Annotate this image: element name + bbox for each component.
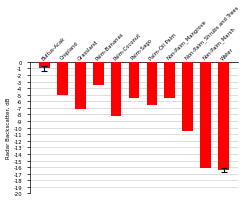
Y-axis label: Radar Backscatter, dB: Radar Backscatter, dB [5, 98, 10, 159]
Bar [218, 63, 229, 170]
Bar [39, 63, 50, 69]
Bar [111, 63, 122, 116]
Bar [129, 63, 139, 99]
Bar [93, 63, 104, 85]
Bar [182, 63, 193, 131]
Bar [75, 63, 86, 110]
Bar [57, 63, 68, 95]
Bar [200, 63, 211, 169]
Bar [164, 63, 175, 99]
Bar [146, 63, 157, 105]
